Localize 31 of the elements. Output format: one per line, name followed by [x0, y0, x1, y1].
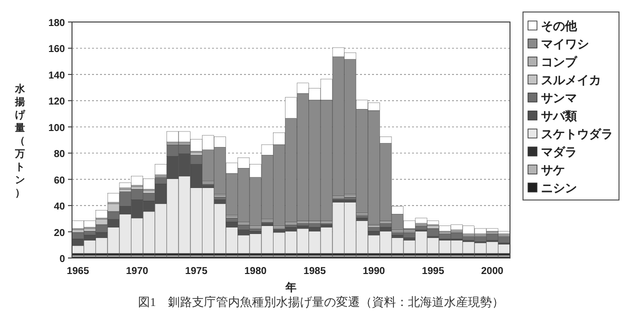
x-axis-title: 年	[284, 281, 296, 294]
legend-label: サンマ	[541, 91, 577, 105]
caption: 図1 釧路支庁管内魚種別水揚げ量の変遷（資料：北海道水産現勢）	[138, 295, 504, 309]
legend-label: ニシン	[541, 181, 577, 195]
x-tick-label: 1995	[422, 266, 445, 277]
x-tick-label: 2000	[481, 266, 504, 277]
y-tick-label: 100	[48, 122, 66, 134]
x-tick-label: 1980	[244, 266, 268, 277]
text: 水揚げ量（万トン）	[15, 84, 25, 199]
y-tick-label: 180	[48, 18, 66, 29]
legend-label: スルメイカ	[541, 73, 601, 87]
legend-label: サケ	[541, 163, 565, 177]
y-tick-label: 20	[54, 228, 66, 239]
y-tick-label: 60	[54, 175, 66, 186]
y-tick-label: 0	[59, 254, 66, 265]
legend-label: マイワシ	[541, 37, 589, 51]
x-tick-label: 1990	[362, 266, 386, 277]
x-tick-label: 1965	[66, 266, 90, 277]
x-tick-label: 1985	[304, 266, 326, 277]
x-tick-label: 1975	[185, 266, 208, 277]
y-tick-label: 80	[54, 149, 66, 160]
x-tick-label: 1970	[126, 266, 149, 277]
legend-label: スケトウダラ	[541, 127, 613, 141]
y-tick-label: 140	[48, 70, 66, 82]
legend-label: その他	[541, 19, 578, 33]
y-tick-label: 40	[54, 202, 66, 213]
legend-label: マダラ	[541, 145, 577, 159]
y-tick-label: 120	[48, 96, 66, 108]
legend-label: コンブ	[541, 55, 578, 69]
legend-label: サバ類	[541, 109, 577, 123]
y-tick-label: 160	[48, 44, 66, 56]
